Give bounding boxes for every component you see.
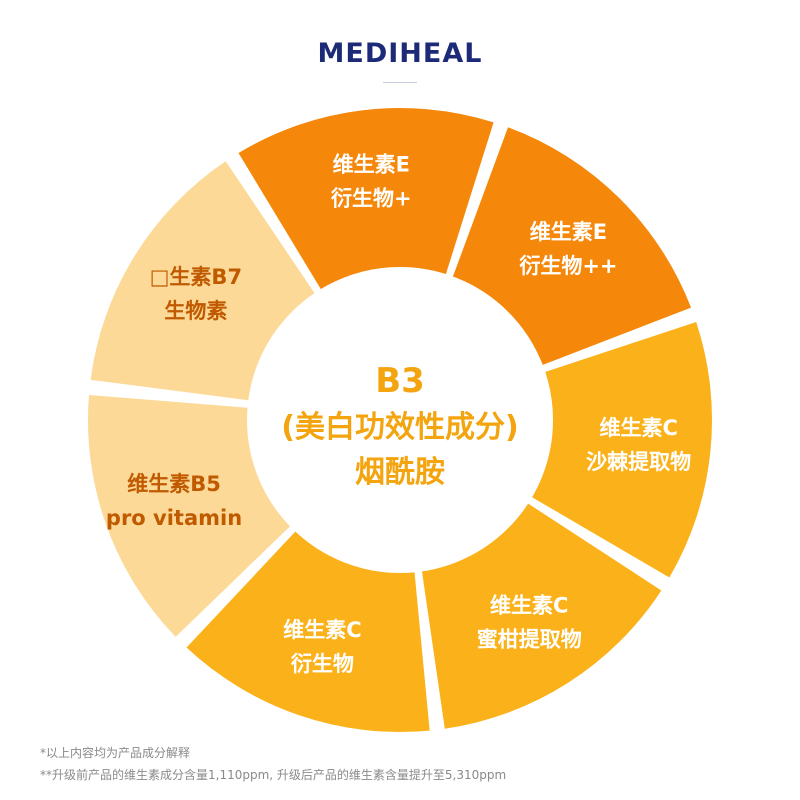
segment-label-vitamin-e-derivative-plus-line-1: 维生素E xyxy=(333,153,410,177)
footnote-1: *以上内容均为产品成分解释 xyxy=(40,746,191,760)
segment-label-vitamin-c-citrus-line-1: 维生素C xyxy=(490,593,568,617)
center-subtitle: (美白功效性成分) xyxy=(281,410,518,445)
brand-logo: MEDIHEAL xyxy=(317,38,483,69)
segment-label-vitamin-b7-line-2: 生物素 xyxy=(164,299,227,323)
segment-vitamin-b5 xyxy=(88,394,293,637)
segment-vitamin-b7 xyxy=(90,161,317,401)
segment-vitamin-c-citrus xyxy=(421,501,662,729)
segment-label-vitamin-e-derivative-plus-line-2: 衍生物+ xyxy=(331,187,412,211)
footnote-2: **升级前产品的维生素成分含量1,110ppm, 升级后产品的维生素含量提升至5… xyxy=(40,768,507,782)
segment-vitamin-e-derivative-plus-plus xyxy=(451,127,692,366)
center-ingredient: 烟酰胺 xyxy=(355,455,445,490)
segment-vitamin-e-derivative-plus xyxy=(238,108,494,292)
segment-vitamin-c-derivative xyxy=(186,529,430,732)
segment-label-vitamin-e-derivative-plus-plus-line-2: 衍生物++ xyxy=(519,254,617,278)
segment-label-vitamin-e-derivative-plus-plus-line-1: 维生素E xyxy=(530,220,607,244)
segments-group: □生素B7生物素维生素E衍生物+维生素E衍生物++维生素C沙棘提取物维生素C蜜柑… xyxy=(88,108,712,732)
segment-label-vitamin-b7-line-1: □生素B7 xyxy=(150,265,242,289)
segment-vitamin-c-sea-buckthorn xyxy=(529,321,712,578)
center-circle xyxy=(247,267,553,573)
segment-label-vitamin-c-derivative-line-1: 维生素C xyxy=(283,618,361,642)
center-title: B3 xyxy=(375,361,425,401)
segment-label-vitamin-c-citrus-line-2: 蜜柑提取物 xyxy=(477,627,582,651)
brand-underline xyxy=(383,82,417,83)
segment-label-vitamin-b5-line-1: 维生素B5 xyxy=(127,472,221,496)
footnotes: *以上内容均为产品成分解释 **升级前产品的维生素成分含量1,110ppm, 升… xyxy=(40,742,780,786)
segment-label-vitamin-c-derivative-line-2: 衍生物 xyxy=(291,652,354,676)
segment-label-vitamin-c-sea-buckthorn-line-2: 沙棘提取物 xyxy=(586,450,691,474)
segment-label-vitamin-b5-line-2: pro vitamin xyxy=(106,506,242,530)
segment-label-vitamin-c-sea-buckthorn-line-1: 维生素C xyxy=(599,416,677,440)
